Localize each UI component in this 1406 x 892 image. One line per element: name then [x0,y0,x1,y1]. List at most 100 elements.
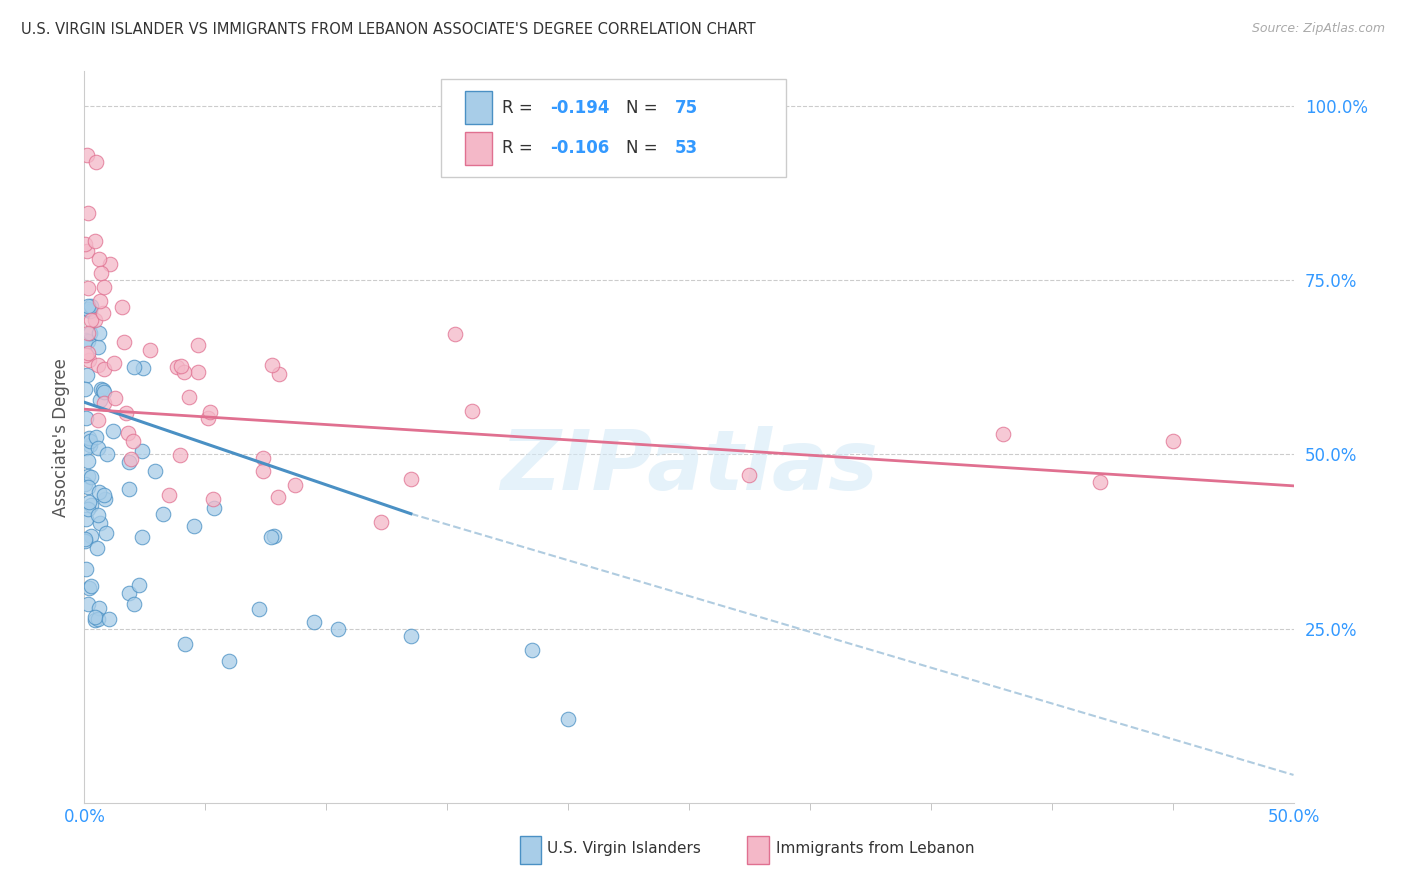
Point [104,392,127,406]
Point [76,302,98,317]
Point [122,597,145,611]
Text: 53: 53 [675,139,697,157]
Point [77,480,100,494]
Point [443,326,465,341]
Point [152,507,174,521]
Point [87,252,110,267]
Point [87,326,110,340]
Point [187,365,209,379]
Text: U.S. Virgin Islanders: U.S. Virgin Islanders [547,841,702,856]
Point [93,280,115,294]
Point [520,642,543,657]
Point [183,518,205,533]
Point [169,448,191,462]
Point [174,637,197,651]
Point [260,358,283,372]
Point [91,306,114,320]
Point [80,579,103,593]
Point [267,490,290,504]
Point [118,586,141,600]
Bar [520,836,541,863]
Point [98,257,121,271]
Point [187,338,209,352]
Point [103,356,125,370]
Point [249,602,271,616]
Point [87,508,110,522]
Point [93,492,115,507]
Point [263,529,285,543]
Point [75,532,97,546]
Point [76,147,98,161]
Point [143,464,166,478]
Text: Source: ZipAtlas.com: Source: ZipAtlas.com [1251,22,1385,36]
Text: -0.106: -0.106 [550,139,609,157]
Point [118,455,141,469]
Point [80,529,103,543]
Point [93,384,115,399]
Point [84,235,107,249]
Point [73,477,96,491]
Point [90,382,112,396]
Point [73,237,96,252]
Point [76,281,98,295]
Y-axis label: Associate's Degree: Associate's Degree [52,358,70,516]
Text: U.S. VIRGIN ISLANDER VS IMMIGRANTS FROM LEBANON ASSOCIATE'S DEGREE CORRELATION C: U.S. VIRGIN ISLANDER VS IMMIGRANTS FROM … [21,22,755,37]
Point [993,426,1015,441]
Point [122,359,145,374]
Point [557,712,579,726]
Point [87,341,110,355]
Point [89,392,111,407]
Text: R =: R = [502,139,537,157]
Point [75,512,97,526]
Point [80,300,103,314]
Point [93,488,115,502]
Point [96,447,118,461]
Point [79,326,101,340]
Point [461,404,484,418]
Point [399,472,422,486]
Point [131,530,153,544]
Point [252,464,274,478]
Point [79,438,101,452]
Point [157,488,180,502]
Point [200,405,222,419]
Point [97,612,120,626]
Point [1088,475,1111,490]
Point [120,451,142,466]
Point [89,293,111,308]
Point [132,361,155,376]
Point [77,495,100,509]
Point [166,360,188,375]
Point [77,205,100,219]
Point [131,444,153,458]
Point [77,581,100,595]
Point [114,406,136,420]
Point [260,530,283,544]
Point [79,304,101,318]
Point [87,413,110,427]
Point [79,431,101,445]
Point [77,353,100,368]
Point [197,410,219,425]
Point [79,434,101,449]
Point [218,654,240,668]
Point [1161,434,1184,448]
Point [112,335,135,350]
Point [284,478,307,492]
Point [73,533,96,548]
Point [738,468,761,483]
Point [90,266,112,280]
Point [173,365,195,379]
Point [77,468,100,483]
Bar [465,92,492,124]
Point [73,383,96,397]
Point [89,485,111,500]
Point [75,441,97,455]
Point [370,515,392,529]
Point [73,333,96,347]
Point [76,334,98,349]
Text: Immigrants from Lebanon: Immigrants from Lebanon [776,841,974,856]
Text: ZIPatlas: ZIPatlas [501,425,877,507]
Point [93,396,115,410]
Point [170,359,193,373]
